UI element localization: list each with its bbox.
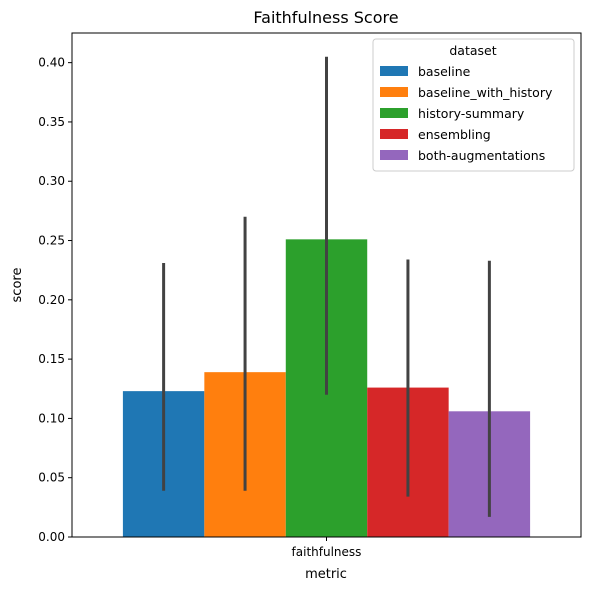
y-axis-label: score bbox=[10, 268, 25, 303]
legend-box bbox=[372, 38, 575, 172]
legend-label-both-augmentations: both-augmentations bbox=[418, 148, 545, 163]
legend-label-ensembling: ensembling bbox=[418, 127, 491, 142]
y-tick-label: 0.20 bbox=[38, 293, 65, 307]
y-axis-ticks: 0.00 0.05 0.10 0.15 0.20 0.25 0.30 0.35 0.40 bbox=[38, 56, 72, 544]
y-tick-label: 0.30 bbox=[38, 174, 65, 188]
y-tick-label: 0.00 bbox=[38, 530, 65, 544]
error-bar-group bbox=[162, 56, 491, 517]
legend-label-baseline_with_history: baseline_with_history bbox=[418, 85, 553, 100]
legend-label-history-summary: history-summary bbox=[418, 106, 525, 121]
y-tick-label: 0.40 bbox=[38, 56, 65, 70]
legend-swatch-both-augmentations bbox=[380, 150, 408, 160]
legend-label-baseline: baseline bbox=[418, 64, 471, 79]
legend-items: baseline baseline_with_history history-sum… bbox=[380, 64, 553, 163]
y-tick-label: 0.25 bbox=[38, 234, 65, 248]
chart-title: Faithfulness Score bbox=[253, 8, 398, 27]
legend-swatch-history-summary bbox=[380, 108, 408, 118]
y-tick-label: 0.05 bbox=[38, 471, 65, 485]
y-tick-label: 0.10 bbox=[38, 411, 65, 425]
legend-swatch-ensembling bbox=[380, 129, 408, 139]
legend: dataset baseline baseline_with_historyhis… bbox=[372, 38, 575, 172]
x-tick-label: faithfulness bbox=[292, 545, 362, 559]
y-tick-label: 0.15 bbox=[38, 352, 65, 366]
x-axis-label: metric bbox=[305, 567, 347, 582]
legend-swatch-baseline_with_history bbox=[380, 87, 408, 97]
legend-title: dataset bbox=[449, 43, 496, 58]
y-tick-label: 0.35 bbox=[38, 115, 65, 129]
x-axis-ticks: faithfulness bbox=[292, 537, 362, 559]
legend-swatch-baseline bbox=[380, 66, 408, 76]
